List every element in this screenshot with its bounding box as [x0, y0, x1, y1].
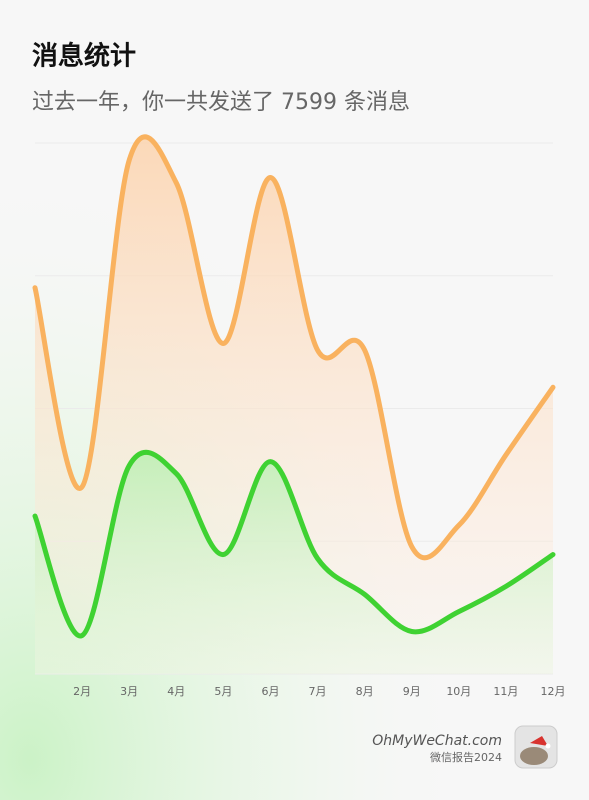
x-tick-label: 8月 [356, 685, 374, 698]
x-tick-label: 5月 [214, 685, 232, 698]
area [35, 452, 553, 674]
line [32, 134, 556, 561]
x-tick-label: 6月 [261, 685, 279, 698]
brand-caption: 微信报告2024 [430, 750, 502, 764]
x-tick-label: 3月 [120, 685, 138, 698]
chart-title: 消息统计 [32, 41, 136, 72]
plot: 2月 3月 4月 5月 6月 7月 8月 9月 10月 11月 12月 [32, 134, 566, 698]
x-tick-label: 4月 [167, 685, 185, 698]
x-tick-label: 11月 [493, 685, 518, 698]
x-tick-label: 7月 [309, 685, 327, 698]
x-tick-label: 9月 [403, 685, 421, 698]
x-tick-label: 12月 [541, 685, 566, 698]
x-tick-label: 2月 [73, 685, 91, 698]
brand-site: OhMyWeChat.com [372, 733, 502, 749]
chart-subtitle: 过去一年，你一共发送了 7599 条消息 [32, 90, 410, 115]
line [32, 449, 556, 639]
brand-icon [514, 725, 558, 769]
x-tick-label: 10月 [446, 685, 471, 698]
